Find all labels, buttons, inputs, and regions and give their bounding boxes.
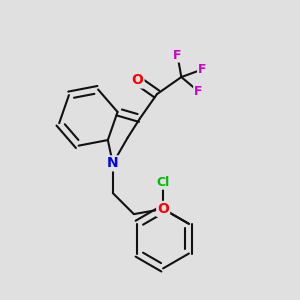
Text: Cl: Cl (157, 176, 170, 189)
Text: F: F (194, 85, 203, 98)
Text: O: O (157, 202, 169, 216)
Text: N: N (107, 156, 119, 170)
Text: O: O (132, 74, 143, 88)
Text: F: F (173, 49, 182, 62)
Text: F: F (198, 63, 206, 76)
